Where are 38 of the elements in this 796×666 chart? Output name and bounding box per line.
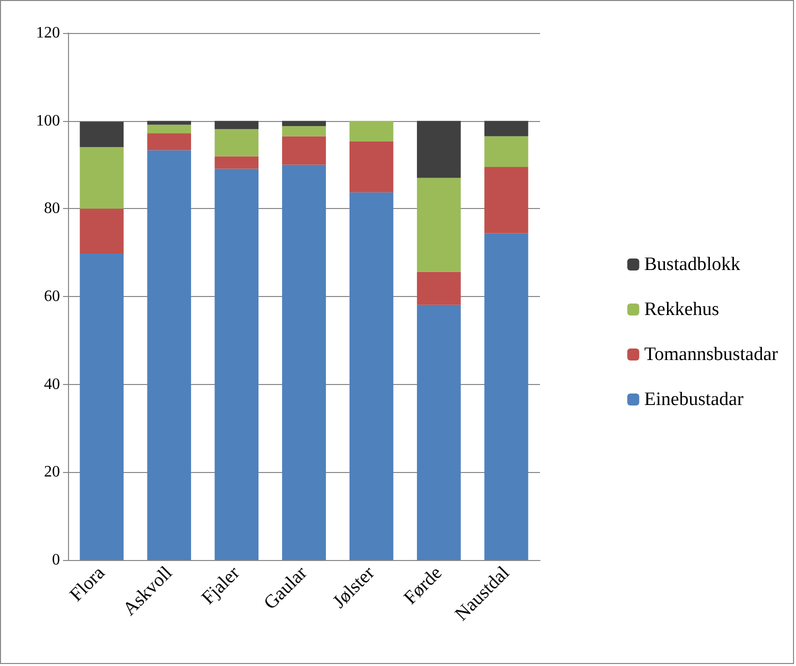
bar (147, 133, 192, 150)
bar (484, 120, 528, 136)
bar (484, 136, 528, 167)
legend-label: Tomannsbustadar (644, 344, 779, 365)
legend-label: Einebustadar (644, 389, 744, 410)
bar (147, 124, 192, 134)
bar (147, 150, 192, 560)
y-tick-label: 80 (44, 200, 60, 218)
bar (484, 166, 528, 234)
bar (416, 178, 461, 272)
bar (416, 304, 461, 560)
legend-label: Bustadblokk (644, 254, 741, 275)
bar (214, 120, 258, 130)
y-tick-label: 60 (44, 288, 60, 305)
bar (350, 141, 394, 192)
y-tick-label: 0 (52, 552, 60, 568)
y-tick-label: 120 (36, 24, 60, 42)
bar (416, 120, 461, 178)
y-tick-label: 100 (36, 112, 60, 130)
bar (147, 120, 192, 125)
bar (282, 136, 326, 165)
y-tick-label: 40 (44, 376, 60, 393)
bar (282, 164, 326, 560)
bar (282, 126, 326, 136)
bar (282, 120, 326, 126)
bar (214, 129, 258, 156)
bar (80, 147, 124, 209)
legend-label: Rekkehus (644, 299, 720, 320)
bar (416, 272, 461, 305)
bar (80, 208, 124, 254)
bar (80, 253, 124, 560)
bar (80, 122, 124, 148)
bar (484, 233, 528, 560)
bar (214, 168, 258, 560)
y-tick-label: 20 (44, 464, 60, 481)
bar (214, 156, 258, 169)
bar (350, 192, 394, 560)
bar (350, 120, 394, 142)
